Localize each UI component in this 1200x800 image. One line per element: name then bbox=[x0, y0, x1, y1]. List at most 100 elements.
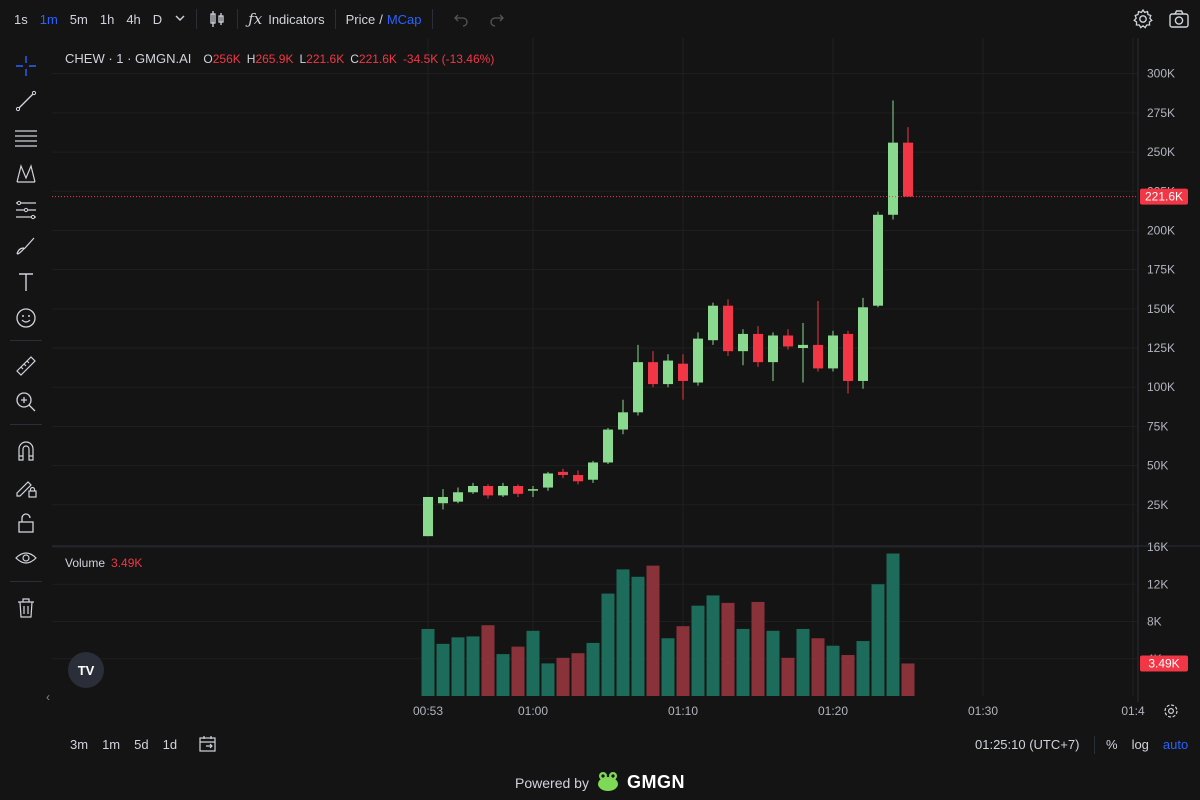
text-tool-icon[interactable] bbox=[12, 268, 40, 296]
candle-body bbox=[528, 489, 538, 491]
candle-body bbox=[798, 344, 808, 349]
volume-tick-label: 16K bbox=[1147, 540, 1168, 554]
candle-body bbox=[648, 362, 658, 385]
range-3m[interactable]: 3m bbox=[70, 737, 89, 752]
price-mcap-toggle[interactable]: Price / MCap bbox=[346, 12, 422, 27]
timeframe-D[interactable]: D bbox=[152, 11, 163, 27]
clock-timezone[interactable]: 01:25:10 (UTC+7) bbox=[975, 737, 1080, 752]
candle-body bbox=[723, 305, 733, 352]
candle-body bbox=[873, 214, 883, 306]
undo-icon[interactable] bbox=[453, 11, 469, 27]
timeframe-1h[interactable]: 1h bbox=[99, 11, 115, 27]
price-tick-label: 300K bbox=[1147, 67, 1175, 81]
candle-body bbox=[693, 338, 703, 383]
powered-by-label: Powered by bbox=[515, 774, 589, 791]
volume-bar bbox=[496, 654, 510, 696]
volume-bar bbox=[796, 628, 810, 696]
fib-tool-icon[interactable] bbox=[12, 196, 40, 224]
camera-icon[interactable] bbox=[1168, 8, 1190, 35]
brush-tool-icon[interactable] bbox=[12, 232, 40, 260]
slash-label: / bbox=[379, 11, 383, 27]
toolbar-divider bbox=[431, 9, 433, 29]
candle-type-icon[interactable] bbox=[207, 9, 227, 29]
mcap-label: MCap bbox=[386, 11, 422, 27]
timeframe-5m[interactable]: 5m bbox=[69, 11, 88, 27]
symbol-title[interactable]: CHEW · 1 · GMGN.AI bbox=[65, 51, 192, 66]
volume-bar bbox=[721, 602, 735, 696]
timeframe-1s[interactable]: 1s bbox=[14, 11, 28, 27]
goto-date-icon[interactable] bbox=[198, 734, 218, 757]
trend-line-tool-icon[interactable] bbox=[12, 87, 40, 115]
eye-icon[interactable] bbox=[12, 544, 40, 572]
volume-bars bbox=[421, 553, 915, 696]
candle-body bbox=[903, 142, 913, 197]
volume-label[interactable]: Volume bbox=[65, 556, 106, 570]
trash-icon[interactable] bbox=[12, 594, 40, 622]
time-tick-label: 00:53 bbox=[413, 704, 443, 718]
candle-body bbox=[633, 362, 643, 413]
last-volume-label: 3.49K bbox=[1148, 656, 1179, 670]
candle-body bbox=[768, 335, 778, 363]
gear-icon[interactable] bbox=[1132, 8, 1154, 35]
candle-body bbox=[453, 492, 463, 502]
tradingview-logo[interactable]: TV bbox=[68, 652, 104, 688]
volume-legend: Volume 3.49K bbox=[65, 556, 142, 570]
collapse-toolbar-icon[interactable]: ‹ bbox=[46, 690, 50, 704]
chevron-down-icon[interactable] bbox=[174, 12, 186, 27]
toolbar-divider bbox=[1094, 736, 1095, 754]
volume-bar bbox=[571, 653, 585, 696]
price-tick-label: 250K bbox=[1147, 145, 1175, 159]
candle-body bbox=[843, 333, 853, 381]
high-key: H bbox=[246, 51, 256, 66]
volume-bar bbox=[511, 646, 525, 696]
auto-scale-button[interactable]: auto bbox=[1162, 737, 1189, 752]
volume-bar bbox=[526, 630, 540, 696]
candle-body bbox=[603, 429, 613, 463]
candle-body bbox=[828, 335, 838, 369]
volume-bar bbox=[646, 565, 660, 696]
price-tick-label: 150K bbox=[1147, 302, 1175, 316]
brand-name[interactable]: GMGN bbox=[626, 772, 685, 792]
zoom-in-icon[interactable] bbox=[12, 388, 40, 416]
redo-icon[interactable] bbox=[489, 11, 505, 27]
axis-settings-icon[interactable] bbox=[1163, 703, 1179, 724]
price-tick-label: 25K bbox=[1147, 498, 1168, 512]
log-scale-button[interactable]: log bbox=[1131, 737, 1149, 752]
range-list: 3m 1m 5d 1d bbox=[70, 737, 177, 752]
candle-body bbox=[588, 462, 598, 480]
volume-bar bbox=[421, 628, 435, 696]
high-value: 265.9K bbox=[255, 51, 294, 66]
volume-value: 3.49K bbox=[111, 556, 143, 570]
percent-scale-button[interactable]: % bbox=[1106, 737, 1118, 752]
range-5d[interactable]: 5d bbox=[134, 737, 149, 752]
indicators-button[interactable]: ƒx Indicators bbox=[248, 10, 324, 28]
volume-bar bbox=[631, 576, 645, 696]
volume-bar bbox=[811, 638, 825, 696]
lock-drawing-icon[interactable] bbox=[12, 473, 40, 501]
last-price-label: 221.6K bbox=[1145, 190, 1183, 204]
volume-bar bbox=[436, 643, 450, 696]
range-1m[interactable]: 1m bbox=[102, 737, 121, 752]
horizontal-lines-tool-icon[interactable] bbox=[12, 124, 40, 152]
price-tick-label: 50K bbox=[1147, 459, 1168, 473]
price-tick-label: 100K bbox=[1147, 380, 1175, 394]
timeframe-1m[interactable]: 1m bbox=[39, 11, 58, 27]
volume-bar bbox=[466, 636, 480, 696]
chart-grid bbox=[52, 38, 1200, 702]
unlock-icon[interactable] bbox=[12, 509, 40, 537]
pattern-tool-icon[interactable] bbox=[12, 160, 40, 188]
magnet-icon[interactable] bbox=[12, 437, 40, 465]
open-value: 256K bbox=[212, 51, 241, 66]
timeframe-4h[interactable]: 4h bbox=[126, 11, 141, 27]
toolbar-divider bbox=[237, 9, 239, 29]
volume-bar bbox=[766, 630, 780, 696]
price-chart[interactable]: 25K50K75K100K125K150K175K200K225K250K275… bbox=[52, 38, 1200, 730]
emoji-tool-icon[interactable] bbox=[12, 304, 40, 332]
range-1d[interactable]: 1d bbox=[162, 737, 178, 752]
volume-bar bbox=[676, 626, 690, 696]
axes: 25K50K75K100K125K150K175K200K225K250K275… bbox=[413, 67, 1188, 718]
candle-body bbox=[513, 485, 523, 494]
price-label: Price bbox=[345, 11, 376, 27]
ruler-tool-icon[interactable] bbox=[12, 352, 40, 380]
crosshair-tool-icon[interactable] bbox=[12, 52, 40, 80]
